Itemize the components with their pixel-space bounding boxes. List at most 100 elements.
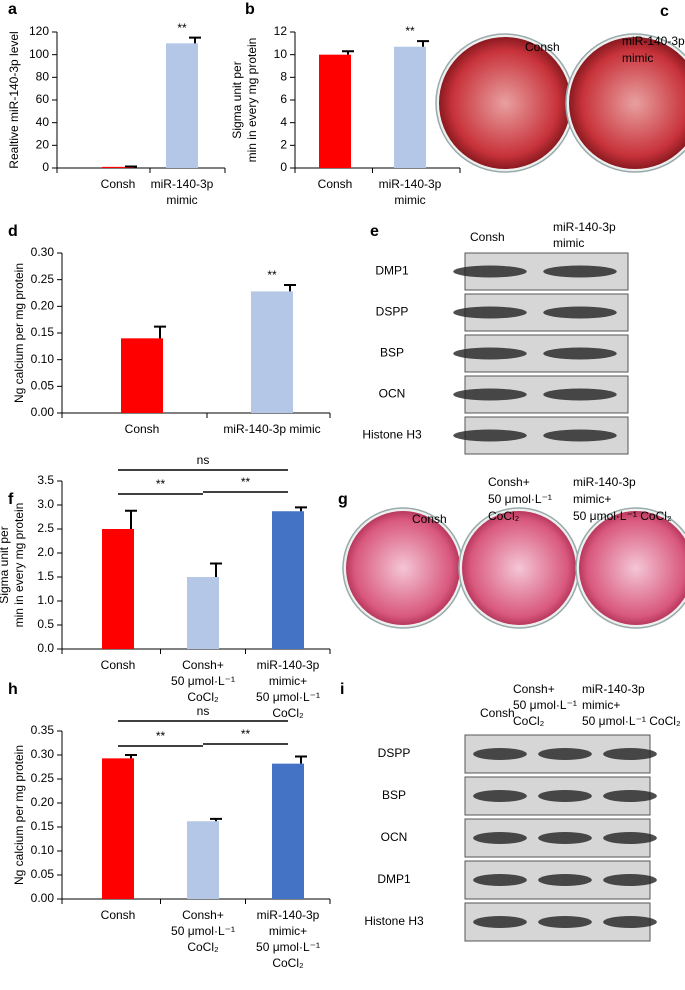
y-tick-label: 12 <box>274 24 288 38</box>
x-tick-label: mimic+ <box>269 924 307 938</box>
bar <box>272 511 304 649</box>
y-tick-label: 1.5 <box>37 569 54 583</box>
x-tick-label: CoCl₂ <box>272 706 304 720</box>
well-caption: CoCl₂ <box>488 509 520 523</box>
y-axis-label: Ng calcium per mg protein <box>12 745 26 885</box>
blot-row-label: DMP1 <box>377 872 411 886</box>
y-tick-label: 0.5 <box>37 617 54 631</box>
x-tick-label: miR-140-3p <box>151 177 214 191</box>
well-caption: 50 μmol·L⁻¹ <box>488 492 552 506</box>
blot-column-label: miR-140-3p <box>582 682 645 696</box>
blot-band <box>453 347 527 360</box>
x-tick-label: miR-140-3p <box>257 908 320 922</box>
blot-band <box>603 790 657 802</box>
blot-band <box>473 790 527 802</box>
bar <box>102 166 134 168</box>
panel-label: h <box>8 681 18 698</box>
well-caption: mimic <box>622 51 653 65</box>
error-bar <box>417 40 429 47</box>
y-tick-label: 3.0 <box>37 497 54 511</box>
y-tick-label: 10 <box>274 47 288 61</box>
blot-row-label: OCN <box>381 830 408 844</box>
x-tick-label: Consh <box>318 177 353 191</box>
error-bar <box>210 562 222 577</box>
error-bar <box>295 506 307 512</box>
blot-band <box>453 429 527 442</box>
bar <box>272 763 304 899</box>
x-tick-label: miR-140-3p <box>257 658 320 672</box>
y-tick-label: 0.00 <box>31 891 55 905</box>
blot-row-label: Histone H3 <box>364 914 424 928</box>
x-tick-label: Consh <box>101 908 136 922</box>
x-tick-label: Consh+ <box>182 908 224 922</box>
error-bar <box>342 50 354 55</box>
well-caption: Consh <box>525 40 560 54</box>
blot-column-label: Consh <box>480 706 515 720</box>
blot-band <box>538 790 592 802</box>
y-tick-label: 0.20 <box>31 795 55 809</box>
panel-label: a <box>8 1 17 18</box>
bar <box>102 758 134 899</box>
error-bar <box>154 325 166 339</box>
x-tick-label: mimic+ <box>269 674 307 688</box>
blot-row-label: BSP <box>382 788 406 802</box>
bar <box>319 54 351 168</box>
y-tick-label: 0.30 <box>31 747 55 761</box>
y-tick-label: 2 <box>280 138 287 152</box>
well-caption: miR-140-3p <box>573 475 636 489</box>
bar <box>121 338 163 413</box>
blot-band <box>603 874 657 886</box>
y-tick-label: 0.05 <box>31 379 55 393</box>
y-tick-label: 0 <box>280 160 287 174</box>
blot-column-label: Consh <box>470 230 505 244</box>
y-tick-label: 8 <box>280 70 287 84</box>
blot-column-label: CoCl₂ <box>513 714 545 728</box>
blot-band <box>543 347 617 360</box>
y-tick-label: 0.30 <box>31 245 55 259</box>
blot-band <box>473 832 527 844</box>
blot-column-label: mimic <box>553 236 584 250</box>
y-tick-label: 0.15 <box>31 325 55 339</box>
blot-band <box>453 265 527 278</box>
significance: ** <box>177 21 187 35</box>
x-tick-label: mimic <box>394 193 425 207</box>
bar <box>394 46 426 168</box>
y-axis-label: Sigma unit per <box>230 61 244 138</box>
panel-label: f <box>8 491 14 508</box>
well <box>462 511 576 625</box>
x-tick-label: 50 μmol·L⁻¹ <box>256 690 320 704</box>
y-axis-label: min in every mg protein <box>12 503 26 628</box>
well-caption: Consh <box>412 512 447 526</box>
y-tick-label: 0.0 <box>37 641 54 655</box>
y-axis-label: Ng calcium per mg protein <box>12 263 26 403</box>
blot-band <box>538 832 592 844</box>
blot-row-label: BSP <box>380 346 404 360</box>
panel-label: i <box>340 681 344 698</box>
y-tick-label: 2.0 <box>37 545 54 559</box>
blot-band <box>603 832 657 844</box>
significance: ** <box>405 24 415 38</box>
x-tick-label: 50 μmol·L⁻¹ <box>171 674 235 688</box>
well <box>439 37 571 169</box>
y-tick-label: 0 <box>42 160 49 174</box>
y-tick-label: 0.25 <box>31 771 55 785</box>
x-tick-label: miR-140-3p mimic <box>223 422 320 436</box>
y-tick-label: 0.35 <box>31 723 55 737</box>
bar <box>102 529 134 649</box>
blot-column-label: 50 μmol·L⁻¹ CoCl₂ <box>582 714 681 728</box>
significance: ns <box>197 704 210 718</box>
x-tick-label: Consh <box>101 177 136 191</box>
blot-row-label: DSPP <box>376 305 409 319</box>
y-axis-label: Sigma unit per <box>0 526 11 603</box>
panel-label: e <box>370 223 379 240</box>
x-tick-label: 50 μmol·L⁻¹ <box>171 924 235 938</box>
panel-label: d <box>8 223 18 240</box>
error-bar <box>125 754 137 759</box>
error-bar <box>210 817 222 822</box>
bar <box>166 43 198 169</box>
significance: ** <box>267 268 277 282</box>
blot-row-label: Histone H3 <box>362 428 422 442</box>
y-axis-label: min in every mg protein <box>245 38 259 163</box>
